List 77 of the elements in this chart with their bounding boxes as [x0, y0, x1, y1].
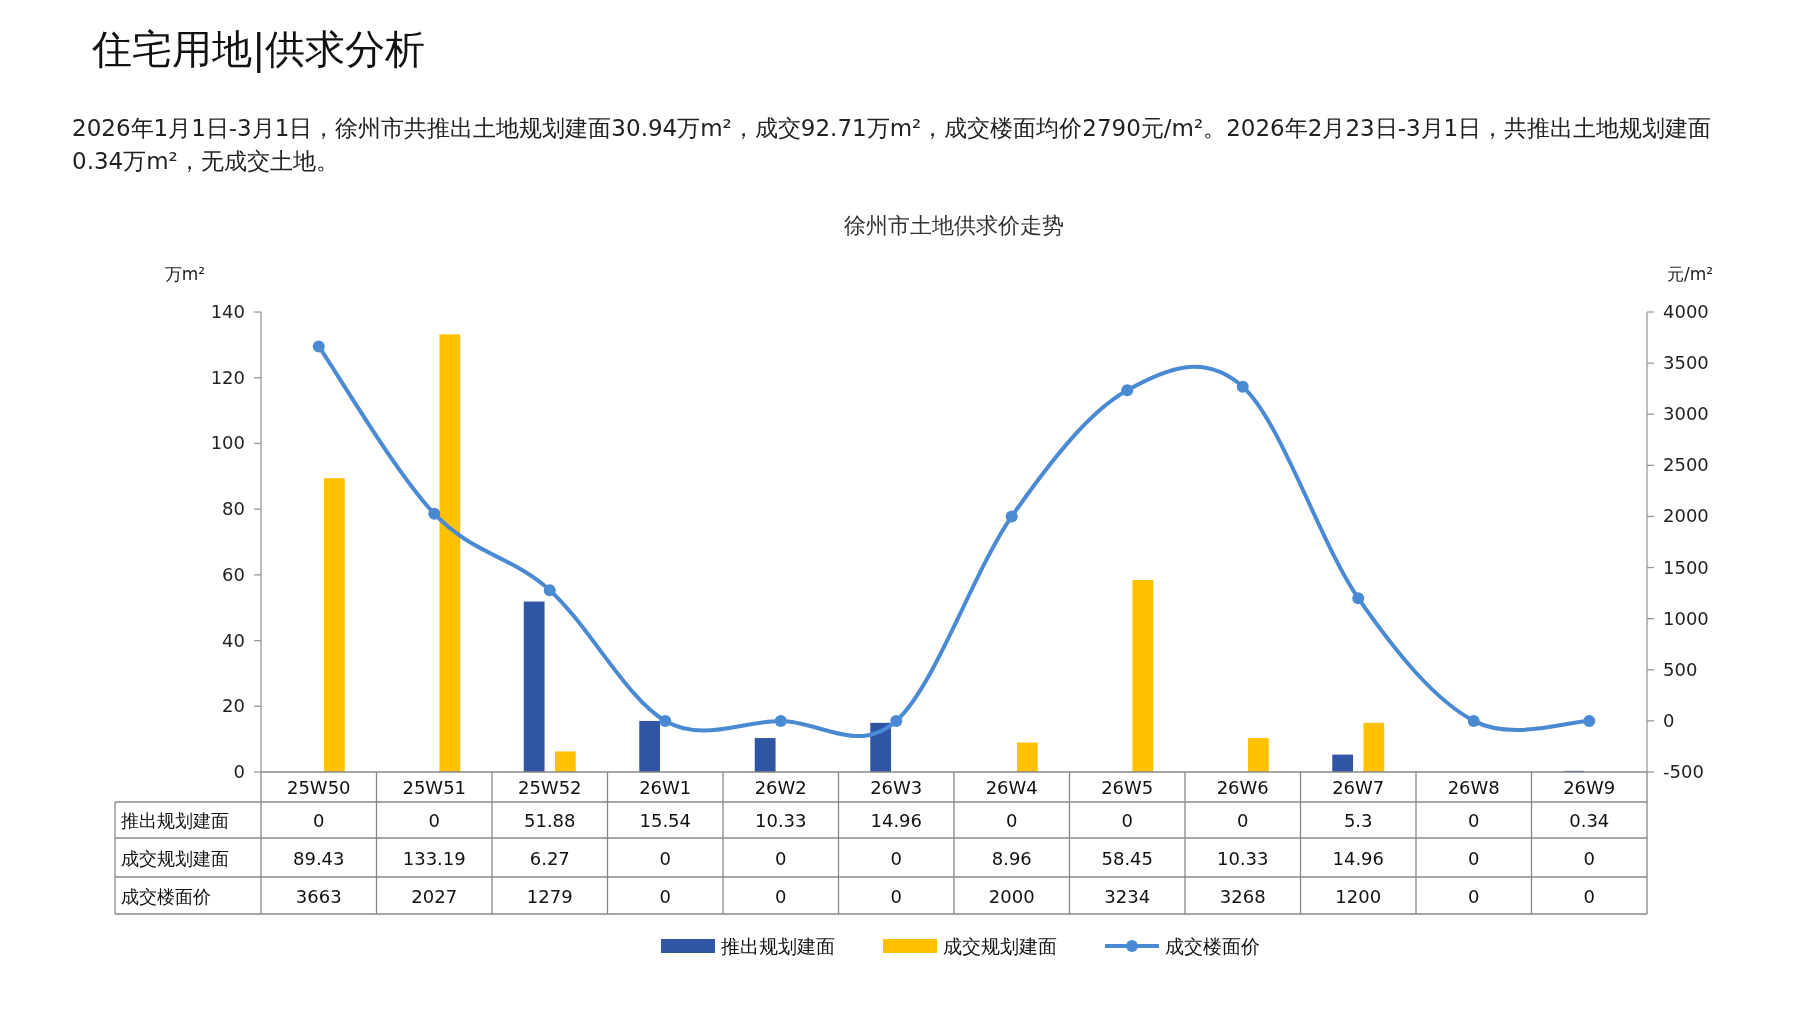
data-label: 51.88 — [523, 810, 576, 831]
x-tick-label: 26W2 — [754, 777, 807, 798]
data-label: 10.33 — [754, 810, 807, 831]
data-label: 0 — [1583, 847, 1595, 869]
y-tick-label: 120 — [210, 366, 245, 388]
data-label: 0 — [428, 810, 440, 831]
data-label: 0 — [775, 847, 787, 869]
y2-tick-label: 2500 — [1663, 454, 1709, 476]
y-tick-label: 80 — [222, 498, 245, 520]
data-label: 0 — [1468, 847, 1480, 869]
legend-label: 推出规划建面 — [721, 935, 835, 957]
y2-tick-label: 3500 — [1663, 352, 1709, 374]
data-label: 0 — [313, 810, 325, 831]
y-tick-label: 140 — [210, 301, 245, 322]
data-label: 10.33 — [1216, 847, 1269, 869]
data-label: 3663 — [295, 885, 342, 907]
text: 成交楼面价 — [121, 885, 211, 907]
y2-tick-label: 2000 — [1663, 505, 1709, 527]
y-tick-label: 40 — [222, 629, 245, 651]
x-tick-label: 26W6 — [1216, 777, 1269, 798]
y-tick-label: 60 — [222, 563, 245, 585]
x-tick-label: 26W1 — [639, 777, 692, 798]
x-tick-label: 26W9 — [1563, 777, 1616, 798]
x-tick-label: 25W50 — [286, 777, 351, 798]
data-label: 14.96 — [870, 810, 923, 831]
y-axis-title: 万m² — [164, 264, 206, 284]
data-label: 58.45 — [1101, 847, 1154, 869]
data-label: 2000 — [988, 885, 1035, 907]
x-tick-label: 26W3 — [870, 777, 923, 798]
data-label: 0 — [1121, 810, 1133, 831]
data-label: 0 — [659, 885, 671, 907]
y2-tick-label: 3000 — [1663, 403, 1709, 425]
data-label: 0 — [1468, 810, 1480, 831]
text: 推出规划建面 — [121, 810, 229, 831]
y2-tick-label: 1500 — [1663, 556, 1709, 578]
data-label: 3234 — [1104, 885, 1151, 907]
data-label: 3268 — [1219, 885, 1266, 907]
data-label: 0 — [1006, 810, 1018, 831]
y2-axis-title: 元/m² — [1666, 264, 1714, 284]
x-tick-label: 26W8 — [1447, 777, 1500, 798]
text: 成交规划建面 — [121, 847, 229, 869]
data-label: 0 — [659, 847, 671, 869]
legend-label: 成交规划建面 — [943, 935, 1057, 957]
chart-title: 徐州市土地供求价走势 — [844, 213, 1064, 238]
legend-label: 成交楼面价 — [1165, 935, 1260, 957]
data-label: 89.43 — [292, 847, 345, 869]
y2-tick-label: 0 — [1663, 709, 1675, 731]
x-tick-label: 26W7 — [1332, 777, 1385, 798]
data-label: 0 — [890, 885, 902, 907]
data-label: 133.19 — [402, 847, 466, 869]
data-label: 8.96 — [991, 847, 1032, 869]
text: 2026年1月1日-3月1日，徐州市共推出土地规划建面30.94万m²，成交92.71万m²，成交楼面均价2790元/m²。2026年2月23日-3月1日，共推出土地规划建面0.34万m²，无成交土地。 — [72, 114, 1713, 176]
x-tick-label: 25W51 — [402, 777, 467, 798]
y2-tick-label: 4000 — [1663, 301, 1709, 322]
data-label: 1200 — [1335, 885, 1382, 907]
data-label: 0 — [1468, 885, 1480, 907]
data-label: 0 — [1583, 885, 1595, 907]
data-label: 14.96 — [1332, 847, 1385, 869]
y-tick-label: 0 — [233, 761, 245, 782]
y2-tick-label: -500 — [1663, 761, 1704, 782]
y-tick-label: 100 — [210, 432, 245, 454]
data-label: 0 — [775, 885, 787, 907]
y2-tick-label: 1000 — [1663, 607, 1709, 629]
data-label: 5.3 — [1343, 810, 1373, 831]
y-tick-label: 20 — [222, 695, 245, 717]
text: 住宅用地|供求分析 — [92, 25, 426, 75]
x-tick-label: 26W5 — [1101, 777, 1154, 798]
data-label: 15.54 — [639, 810, 692, 831]
data-label: 1279 — [526, 885, 573, 907]
x-tick-label: 25W52 — [517, 777, 582, 798]
y2-tick-label: 500 — [1663, 658, 1698, 680]
data-label: 0 — [1237, 810, 1249, 831]
data-label: 0.34 — [1569, 810, 1610, 831]
data-label: 6.27 — [529, 847, 570, 869]
x-tick-label: 26W4 — [985, 777, 1038, 798]
data-label: 2027 — [411, 885, 458, 907]
data-label: 0 — [890, 847, 902, 869]
